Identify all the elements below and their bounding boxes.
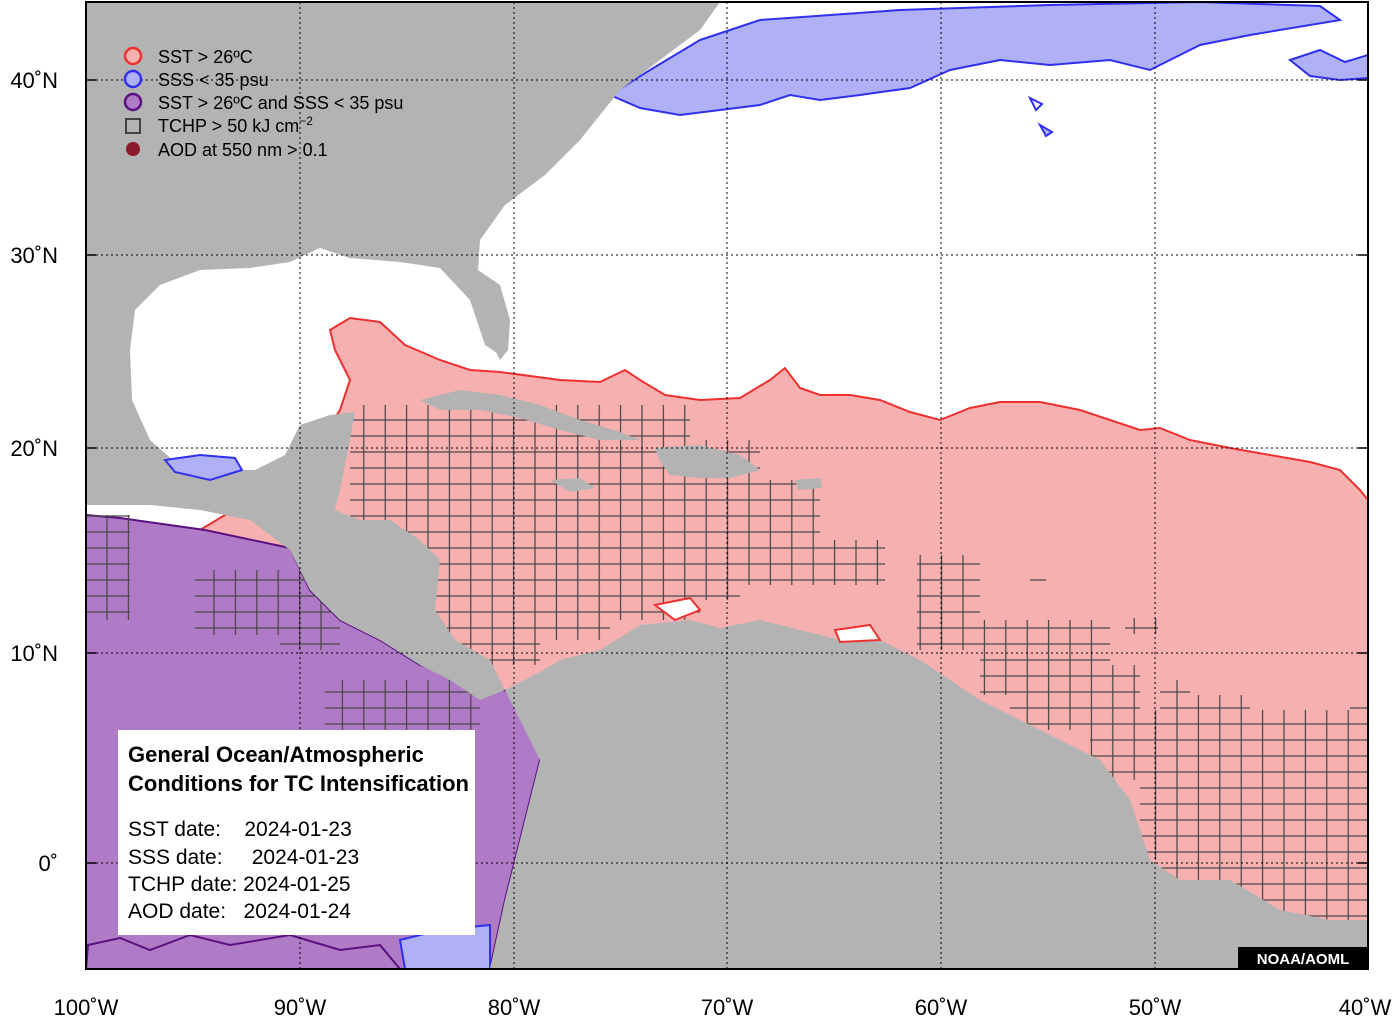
legend-sss-icon	[123, 69, 143, 89]
sst-gap-venezuela	[652, 596, 702, 622]
lon-label-80w: 80˚W	[488, 995, 541, 1019]
lon-label-100w: 100˚W	[54, 995, 119, 1019]
lon-label-50w: 50˚W	[1129, 995, 1182, 1019]
sst-gap-guyana	[833, 623, 882, 644]
lon-label-60w: 60˚W	[915, 995, 968, 1019]
legend-aod-icon	[126, 142, 140, 156]
sss-eddy-2	[1037, 122, 1054, 138]
legend-both-label: SST > 26ºC and SSS < 35 psu	[158, 93, 403, 113]
legend-sss-label: SSS < 35 psu	[158, 70, 269, 90]
lat-label-30n: 30˚N	[10, 243, 58, 268]
legend-both-icon	[123, 92, 143, 112]
sss-eddy	[1027, 95, 1044, 112]
legend-tchp-label: TCHP > 50 kJ cm−2	[158, 114, 313, 136]
map-frame	[85, 1, 1369, 970]
legend-sst-icon	[123, 46, 143, 66]
credit-box	[1238, 947, 1368, 969]
sss-region-ne	[1287, 48, 1368, 82]
legend-tchp-icon	[125, 118, 141, 134]
lat-label-40n: 40˚N	[10, 68, 58, 93]
lon-label-40w: 40˚W	[1339, 995, 1392, 1019]
sss-region-gulf	[163, 453, 244, 482]
lat-label-10n: 10˚N	[10, 641, 58, 666]
sss-region-north	[607, 2, 1343, 117]
tick-marks	[86, 79, 1368, 864]
lat-label-20n: 20˚N	[10, 436, 58, 461]
info-title-line1: General Ocean/Atmospheric	[128, 742, 424, 767]
info-tchp-date: TCHP date: 2024-01-25	[128, 873, 351, 896]
info-title-line2: Conditions for TC Intensification	[128, 771, 469, 796]
legend-aod-label: AOD at 550 nm > 0.1	[158, 140, 328, 160]
lon-label-90w: 90˚W	[274, 995, 327, 1019]
lon-label-70w: 70˚W	[701, 995, 754, 1019]
info-sss-date: SSS date: 2024-01-23	[128, 846, 359, 869]
info-aod-date: AOD date: 2024-01-24	[128, 900, 351, 923]
legend-sst-label: SST > 26ºC	[158, 47, 253, 67]
info-box: General Ocean/Atmospheric Conditions for…	[118, 730, 475, 935]
land	[86, 2, 1368, 969]
legend: SST > 26ºC SSS < 35 psu SST > 26ºC and S…	[123, 46, 403, 160]
lat-label-0: 0˚	[38, 851, 58, 876]
info-sst-date: SST date: 2024-01-23	[128, 818, 352, 841]
tchp-regions	[86, 405, 1368, 920]
credit-label: NOAA/AOML	[1257, 951, 1350, 968]
